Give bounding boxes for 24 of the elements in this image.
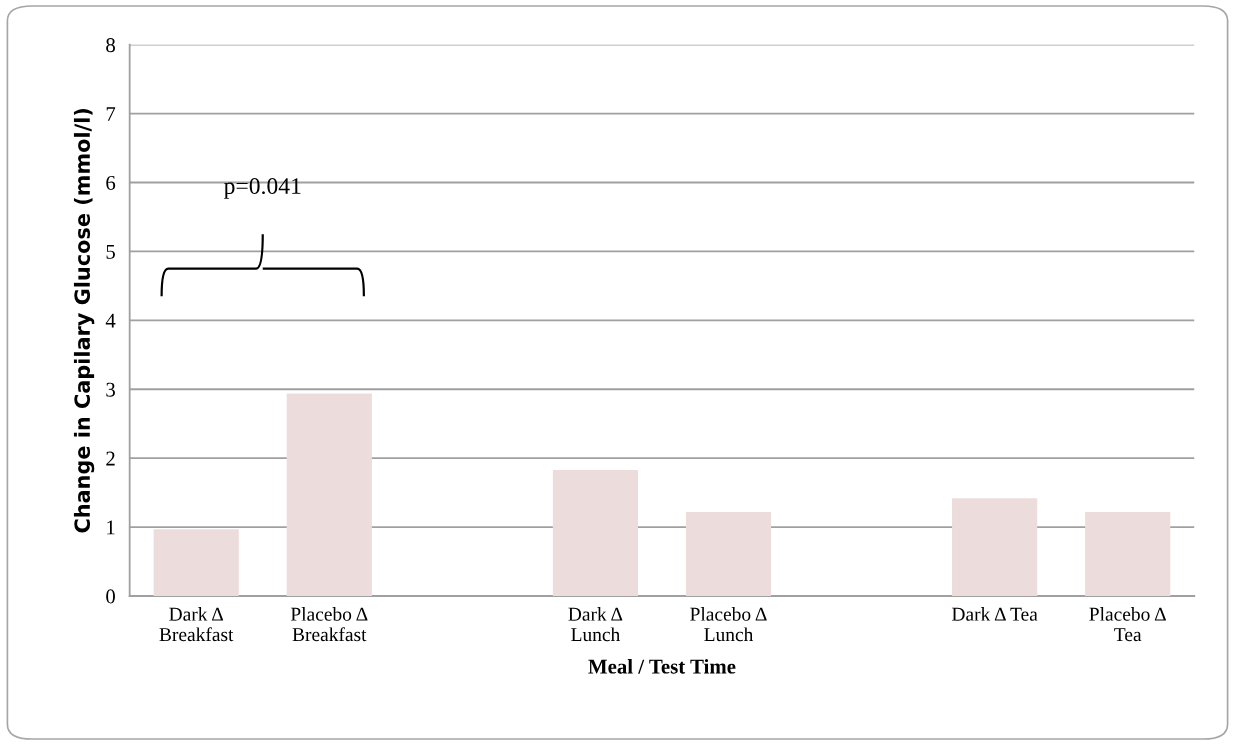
bar [153, 529, 239, 596]
bar [685, 511, 772, 596]
bar [552, 469, 639, 596]
y-tick-label: 2 [106, 451, 115, 466]
y-tick-label: 5 [106, 245, 115, 259]
y-tick-label: 8 [106, 38, 115, 53]
x-tick-label: Dark Δ Lunch [568, 607, 623, 642]
x-tick-label: Dark Δ Tea [952, 607, 1038, 621]
bar [952, 498, 1038, 596]
x-tick-label: Dark Δ Breakfast [159, 607, 234, 642]
bar [286, 393, 372, 596]
x-axis-title: Meal / Test Time [588, 658, 736, 674]
y-tick-label: 6 [106, 175, 116, 190]
y-tick-label: 0 [106, 589, 115, 604]
y-tick-label: 7 [106, 107, 116, 121]
y-tick-label: 3 [106, 382, 115, 397]
x-tick-label: Placebo Δ Tea [1089, 607, 1166, 642]
x-tick-label: Placebo Δ Lunch [690, 607, 767, 642]
y-tick-label: 1 [107, 520, 115, 535]
x-tick-label: Placebo Δ Breakfast [290, 607, 368, 642]
y-tick-label: 4 [105, 313, 116, 328]
y-axis-title: Change in Capilary Glucose (mmol/l) [73, 108, 95, 533]
bar [1085, 511, 1171, 596]
annotation: p=0.041 [224, 178, 301, 199]
